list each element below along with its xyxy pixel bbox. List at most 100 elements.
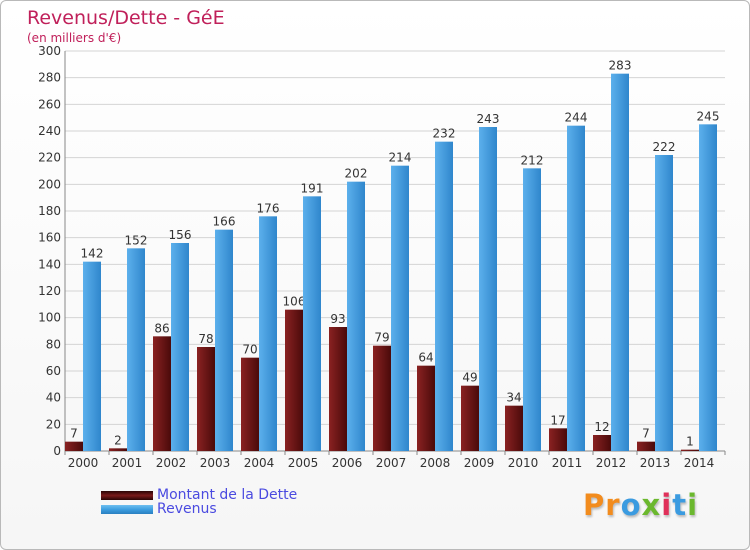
revenue-bar bbox=[479, 127, 497, 451]
debt-bar bbox=[153, 336, 171, 451]
revenue-bar bbox=[215, 229, 233, 451]
debt-bar bbox=[637, 441, 655, 451]
revenue-value-label: 156 bbox=[169, 228, 192, 242]
x-tick-label: 2004 bbox=[244, 456, 275, 470]
revenue-value-label: 222 bbox=[653, 140, 676, 154]
debt-bar bbox=[241, 357, 259, 451]
legend-swatch-debt bbox=[101, 490, 153, 500]
debt-value-label: 78 bbox=[198, 332, 213, 346]
logo-letter: r bbox=[605, 488, 621, 522]
logo-letter: P bbox=[583, 488, 606, 522]
legend-item-debt: Montant de la Dette bbox=[101, 487, 297, 503]
revenue-value-label: 214 bbox=[389, 151, 412, 165]
debt-bar bbox=[197, 347, 215, 451]
y-tick-label: 200 bbox=[38, 177, 61, 191]
debt-value-label: 17 bbox=[550, 413, 565, 427]
x-tick-label: 2002 bbox=[156, 456, 187, 470]
revenue-value-label: 152 bbox=[125, 233, 148, 247]
x-tick-label: 2010 bbox=[508, 456, 539, 470]
debt-bar bbox=[505, 405, 523, 451]
logo-letter: x bbox=[641, 488, 662, 522]
x-tick-label: 2008 bbox=[420, 456, 451, 470]
revenue-value-label: 191 bbox=[301, 181, 324, 195]
logo-letter: i bbox=[661, 488, 673, 522]
debt-bar bbox=[373, 345, 391, 451]
debt-value-label: 79 bbox=[374, 331, 389, 345]
x-tick-label: 2007 bbox=[376, 456, 407, 470]
debt-value-label: 93 bbox=[330, 312, 345, 326]
x-tick-label: 2006 bbox=[332, 456, 363, 470]
logo-letter: i bbox=[687, 488, 699, 522]
logo-letter: o bbox=[620, 488, 642, 522]
y-tick-label: 180 bbox=[38, 204, 61, 218]
legend-item-revenue: Revenus bbox=[101, 501, 217, 517]
revenue-bar bbox=[347, 181, 365, 451]
y-tick-label: 60 bbox=[46, 364, 61, 378]
revenue-bar bbox=[435, 141, 453, 451]
revenue-value-label: 166 bbox=[213, 215, 236, 229]
y-tick-label: 40 bbox=[46, 391, 61, 405]
x-tick-label: 2009 bbox=[464, 456, 495, 470]
y-tick-label: 140 bbox=[38, 257, 61, 271]
y-tick-label: 300 bbox=[38, 44, 61, 58]
debt-value-label: 49 bbox=[462, 371, 477, 385]
y-tick-label: 0 bbox=[53, 444, 61, 458]
x-tick-label: 2000 bbox=[68, 456, 99, 470]
revenue-value-label: 202 bbox=[345, 167, 368, 181]
debt-value-label: 12 bbox=[594, 420, 609, 434]
debt-value-label: 1 bbox=[686, 435, 694, 449]
revenue-bar bbox=[699, 124, 717, 451]
debt-value-label: 7 bbox=[70, 427, 78, 441]
debt-bar bbox=[461, 385, 479, 451]
revenue-bar bbox=[523, 168, 541, 452]
legend-label-revenue: Revenus bbox=[157, 501, 217, 517]
revenue-value-label: 212 bbox=[521, 153, 544, 167]
y-tick-label: 260 bbox=[38, 97, 61, 111]
proxiti-logo: Proxiti bbox=[583, 488, 698, 522]
x-tick-label: 2001 bbox=[112, 456, 143, 470]
x-tick-label: 2003 bbox=[200, 456, 231, 470]
y-tick-label: 160 bbox=[38, 231, 61, 245]
debt-bar bbox=[285, 309, 303, 451]
debt-bar bbox=[593, 435, 611, 451]
debt-bar bbox=[65, 441, 83, 451]
revenue-value-label: 283 bbox=[609, 59, 632, 73]
legend-label-debt: Montant de la Dette bbox=[157, 487, 298, 503]
x-tick-label: 2014 bbox=[684, 456, 715, 470]
x-tick-label: 2012 bbox=[596, 456, 627, 470]
revenue-value-label: 245 bbox=[697, 109, 720, 123]
revenue-value-label: 243 bbox=[477, 112, 500, 126]
y-tick-label: 20 bbox=[46, 417, 61, 431]
debt-bar bbox=[681, 449, 699, 451]
debt-value-label: 86 bbox=[154, 321, 169, 335]
x-tick-label: 2013 bbox=[640, 456, 671, 470]
y-tick-label: 100 bbox=[38, 311, 61, 325]
revenue-bar bbox=[259, 216, 277, 451]
revenue-bar bbox=[567, 125, 585, 452]
y-tick-label: 240 bbox=[38, 124, 61, 138]
revenue-bar bbox=[83, 261, 101, 451]
revenue-value-label: 232 bbox=[433, 127, 456, 141]
revenue-value-label: 176 bbox=[257, 201, 280, 215]
chart-subtitle: (en milliers d'€) bbox=[27, 31, 121, 45]
revenue-bar bbox=[391, 165, 409, 451]
debt-bar bbox=[329, 327, 347, 451]
revenue-bar bbox=[611, 73, 629, 452]
logo-letter: t bbox=[672, 488, 688, 522]
y-tick-label: 120 bbox=[38, 284, 61, 298]
debt-value-label: 7 bbox=[642, 427, 650, 441]
y-tick-label: 80 bbox=[46, 337, 61, 351]
debt-value-label: 2 bbox=[114, 433, 122, 447]
debt-bar bbox=[109, 448, 127, 451]
debt-value-label: 106 bbox=[283, 295, 306, 309]
revenue-value-label: 142 bbox=[81, 247, 104, 261]
debt-value-label: 34 bbox=[506, 391, 521, 405]
debt-value-label: 70 bbox=[242, 343, 257, 357]
revenue-bar bbox=[171, 243, 189, 451]
revenue-bar bbox=[127, 248, 145, 451]
x-tick-label: 2005 bbox=[288, 456, 319, 470]
debt-bar bbox=[549, 428, 567, 451]
y-tick-label: 220 bbox=[38, 151, 61, 165]
revenue-bar bbox=[655, 155, 673, 451]
